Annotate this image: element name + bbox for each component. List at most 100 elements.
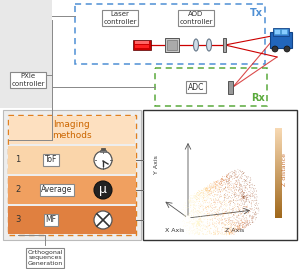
Point — [207, 188, 212, 193]
Point — [236, 210, 241, 214]
Point — [218, 182, 222, 186]
Point — [225, 216, 230, 220]
Point — [218, 184, 222, 188]
Point — [216, 229, 221, 234]
Point — [242, 188, 247, 192]
Point — [237, 178, 242, 183]
Point — [213, 197, 218, 202]
Point — [188, 221, 192, 225]
Point — [225, 181, 230, 186]
Point — [235, 214, 239, 218]
Point — [238, 222, 243, 226]
Point — [199, 214, 204, 218]
Point — [236, 188, 241, 193]
Point — [229, 232, 234, 236]
Point — [193, 221, 197, 225]
Point — [233, 172, 238, 177]
Point — [233, 187, 238, 191]
Point — [220, 211, 225, 215]
Point — [215, 196, 220, 200]
Point — [236, 180, 240, 184]
Point — [246, 192, 250, 197]
Bar — [275, 162, 282, 163]
Point — [214, 184, 218, 188]
Point — [233, 217, 238, 221]
Point — [216, 187, 220, 192]
Point — [242, 217, 247, 222]
Point — [193, 231, 198, 236]
Point — [237, 194, 242, 198]
Point — [200, 199, 205, 203]
Point — [194, 208, 199, 213]
Point — [243, 225, 248, 229]
Point — [217, 182, 221, 186]
Point — [203, 187, 208, 191]
Point — [214, 229, 219, 233]
Point — [233, 172, 238, 176]
Point — [193, 220, 198, 224]
Point — [223, 224, 228, 228]
Point — [241, 222, 245, 226]
Point — [196, 230, 201, 234]
Bar — [275, 188, 282, 189]
Point — [197, 210, 202, 214]
Point — [237, 190, 242, 195]
Point — [203, 211, 208, 216]
Bar — [275, 135, 282, 136]
Point — [226, 225, 231, 229]
Point — [196, 229, 201, 233]
Point — [218, 204, 223, 208]
Point — [198, 228, 203, 232]
Point — [188, 205, 193, 210]
Bar — [274, 29, 280, 34]
Point — [220, 178, 225, 182]
Point — [206, 205, 211, 209]
Point — [208, 218, 212, 222]
Point — [243, 195, 248, 199]
Point — [201, 201, 206, 205]
Point — [244, 219, 249, 223]
Point — [196, 192, 201, 196]
Point — [194, 220, 199, 224]
Point — [199, 190, 203, 194]
Point — [241, 194, 246, 199]
Point — [256, 209, 261, 213]
Point — [199, 216, 203, 220]
Point — [204, 194, 208, 199]
Point — [188, 198, 193, 203]
Point — [244, 215, 249, 220]
Point — [196, 208, 201, 213]
Point — [217, 206, 222, 211]
Point — [205, 212, 210, 216]
Point — [239, 211, 244, 216]
Point — [194, 210, 199, 214]
Point — [194, 197, 199, 202]
Point — [196, 210, 201, 214]
Point — [182, 223, 186, 228]
Point — [211, 197, 216, 201]
Point — [241, 206, 245, 211]
Point — [204, 213, 209, 217]
Point — [219, 202, 224, 207]
Point — [254, 211, 259, 215]
Point — [244, 210, 248, 215]
Point — [242, 224, 247, 228]
Point — [208, 182, 213, 186]
Point — [206, 222, 210, 226]
Point — [201, 192, 206, 197]
Point — [228, 182, 233, 186]
Point — [224, 179, 229, 184]
Point — [201, 187, 206, 191]
Point — [218, 183, 223, 187]
Point — [196, 188, 201, 193]
Point — [221, 181, 226, 185]
Point — [256, 201, 261, 206]
Point — [210, 184, 215, 189]
Bar — [135, 41, 149, 44]
Point — [209, 198, 214, 202]
Bar — [275, 140, 282, 141]
Point — [221, 193, 226, 197]
Point — [217, 195, 222, 200]
Point — [252, 214, 256, 218]
Point — [212, 232, 217, 236]
